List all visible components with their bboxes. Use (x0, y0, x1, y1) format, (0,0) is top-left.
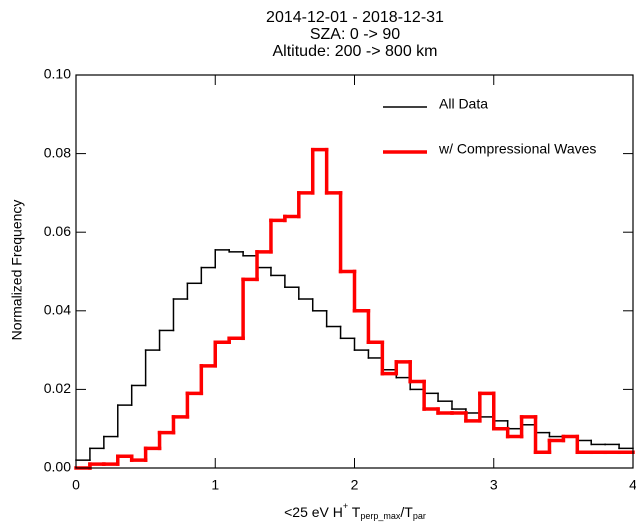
x-label-part: <25 eV H (284, 504, 343, 520)
x-tick-label: 1 (211, 477, 219, 493)
chart-title: SZA: 0 -> 90 (310, 26, 400, 43)
x-tick-label: 2 (351, 477, 359, 493)
y-tick-label: 0.06 (44, 223, 71, 239)
x-tick-label: 3 (490, 477, 498, 493)
legend-label: w/ Compressional Waves (438, 141, 596, 157)
y-tick-label: 0.08 (44, 144, 71, 160)
x-tick-label: 0 (72, 477, 80, 493)
x-tick-label: 4 (629, 477, 636, 493)
x-label-part: par (413, 511, 426, 521)
x-label-part: T (348, 504, 361, 520)
y-tick-label: 0.04 (44, 302, 71, 318)
legend-label: All Data (439, 96, 488, 112)
y-axis-label: Normalized Frequency (9, 200, 25, 341)
x-label-part: + (343, 501, 348, 511)
y-tick-label: 0.10 (44, 66, 71, 82)
chart-title: 2014-12-01 - 2018-12-31 (266, 9, 444, 26)
y-tick-label: 0.00 (44, 459, 71, 475)
x-label-part: perp_max (360, 511, 401, 521)
x-label-part: /T (400, 504, 413, 520)
y-tick-label: 0.02 (44, 380, 71, 396)
x-axis-label: <25 eV H+ Tperp_max/Tpar (284, 501, 426, 521)
chart-title: Altitude: 200 -> 800 km (273, 43, 438, 60)
